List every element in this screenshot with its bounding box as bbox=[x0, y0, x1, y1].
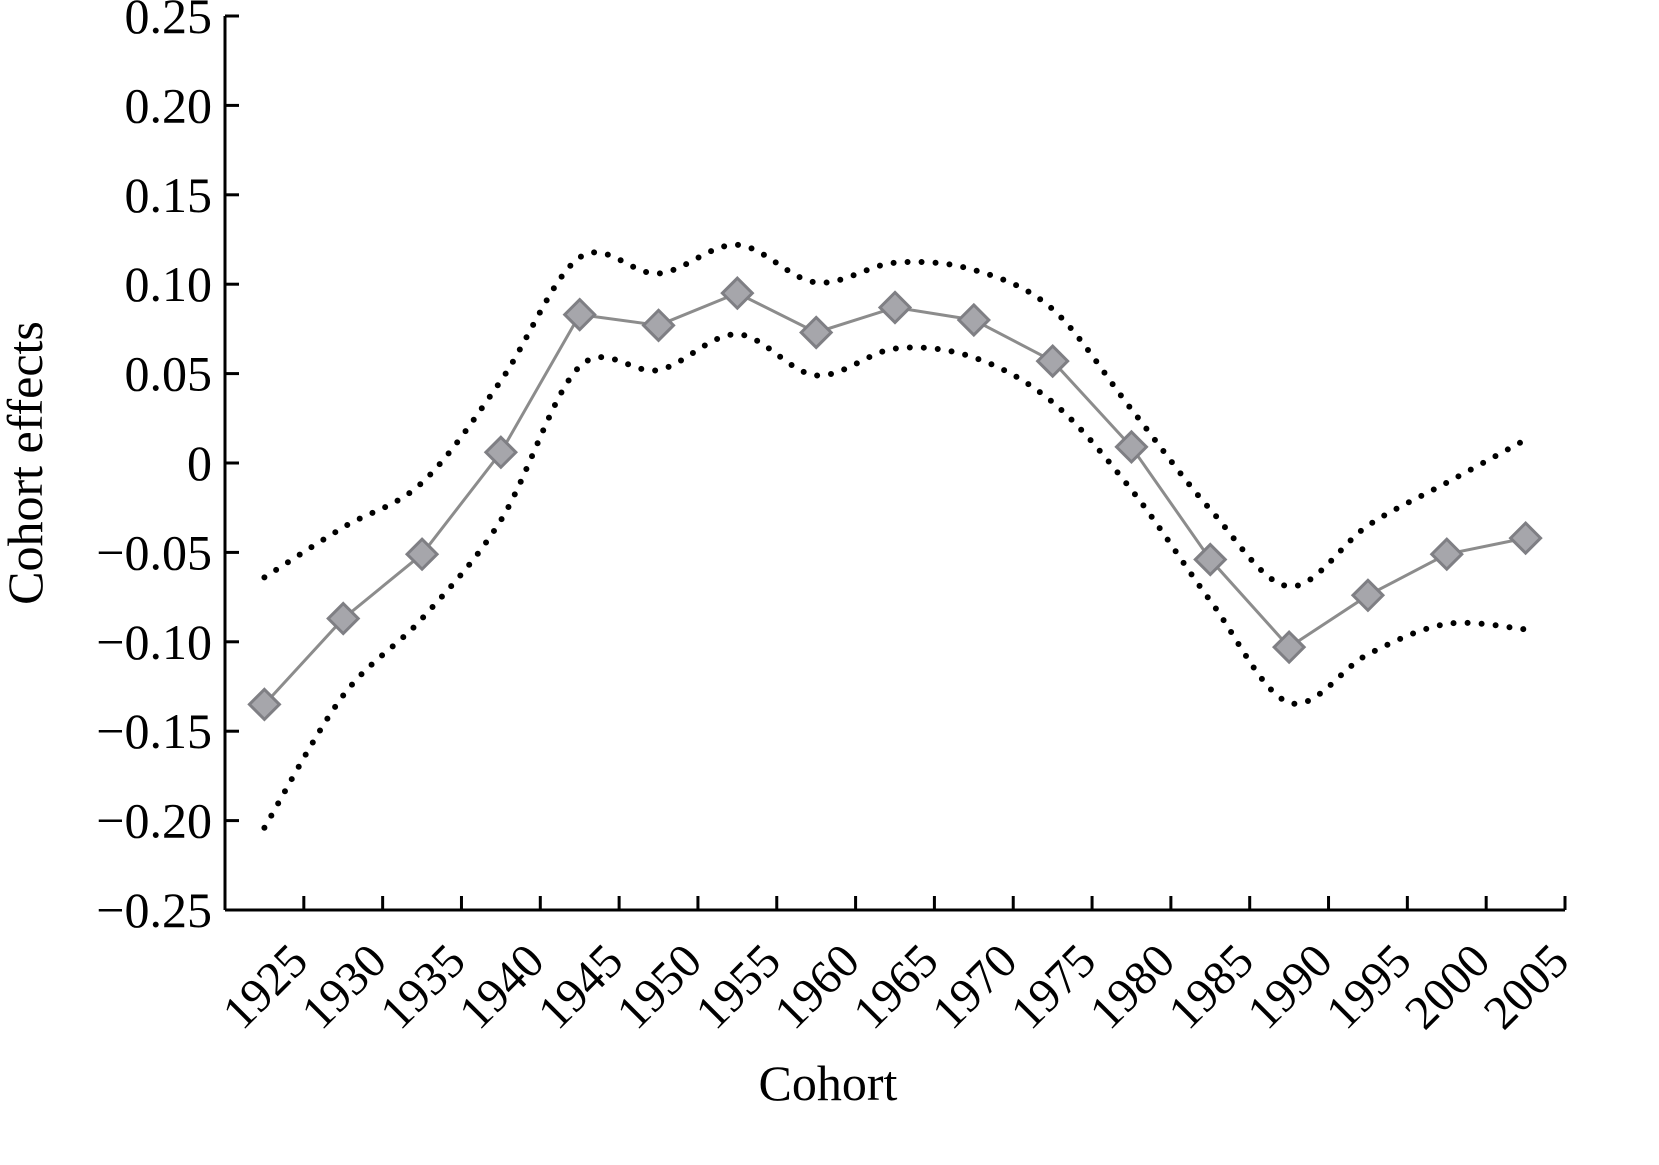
estimate-line bbox=[263, 291, 1526, 706]
estimate-point bbox=[326, 601, 361, 636]
estimate-point bbox=[720, 276, 755, 311]
y-tick-label: −0.10 bbox=[96, 614, 212, 670]
x-axis-label: Cohort bbox=[759, 1055, 898, 1111]
axes: 0.25 0.20 0.15 0.10 0.05 0 −0.05 −0.10 −0.15 −0.2… bbox=[96, 0, 1579, 1039]
y-tick-label: 0.10 bbox=[125, 256, 213, 312]
x-tick-label: 1970 bbox=[922, 934, 1027, 1039]
x-tick-label: 2005 bbox=[1474, 934, 1579, 1039]
x-tick-label: 1955 bbox=[686, 934, 791, 1039]
x-tick-label: 1950 bbox=[607, 934, 712, 1039]
y-tick-label: −0.25 bbox=[96, 882, 212, 938]
x-tick-label: 1940 bbox=[449, 934, 554, 1039]
y-tick-label: 0 bbox=[187, 435, 212, 491]
x-tick-label: 1935 bbox=[370, 934, 475, 1039]
y-tick-label: 0.20 bbox=[125, 77, 213, 133]
estimate-point bbox=[483, 435, 519, 470]
x-tick-label: 1980 bbox=[1080, 934, 1185, 1039]
estimate-point bbox=[1114, 429, 1149, 465]
estimate-point bbox=[247, 687, 282, 722]
x-tick-label: 1995 bbox=[1316, 934, 1421, 1039]
x-tick-label: 1990 bbox=[1237, 934, 1342, 1039]
estimate-point bbox=[1429, 537, 1464, 572]
y-tick-label: 0.15 bbox=[125, 167, 213, 223]
estimate-point bbox=[1193, 542, 1228, 577]
estimate-point bbox=[1350, 578, 1386, 613]
y-tick-label: −0.05 bbox=[96, 524, 212, 580]
x-tick-label: 1930 bbox=[291, 934, 396, 1039]
y-tick-label: 0.05 bbox=[125, 346, 213, 402]
x-tick-label: 1975 bbox=[1001, 934, 1106, 1039]
x-tick-label: 1960 bbox=[764, 934, 869, 1039]
x-tick-label: 2000 bbox=[1395, 934, 1500, 1039]
estimate-point bbox=[1035, 343, 1070, 379]
y-tick-label: −0.15 bbox=[96, 703, 212, 759]
estimate-point bbox=[956, 302, 991, 338]
x-tick-label: 1925 bbox=[213, 934, 318, 1039]
estimate-point bbox=[404, 537, 440, 572]
x-tick-label: 1945 bbox=[528, 934, 633, 1039]
estimate-point bbox=[799, 315, 834, 350]
x-tick-label: 1985 bbox=[1158, 934, 1263, 1039]
lower-bound-line bbox=[261, 331, 1529, 831]
estimate-point bbox=[562, 297, 597, 332]
estimate-point bbox=[877, 290, 913, 325]
y-axis-label: Cohort effects bbox=[0, 321, 53, 605]
estimate-point bbox=[1271, 630, 1307, 665]
estimate-point bbox=[641, 308, 676, 343]
y-tick-label: 0.25 bbox=[125, 0, 213, 44]
upper-bound-line bbox=[261, 241, 1529, 590]
x-tick-label: 1965 bbox=[843, 934, 948, 1039]
estimate-point bbox=[1508, 520, 1543, 556]
y-tick-label: −0.20 bbox=[96, 793, 212, 849]
series-layer bbox=[247, 241, 1543, 831]
